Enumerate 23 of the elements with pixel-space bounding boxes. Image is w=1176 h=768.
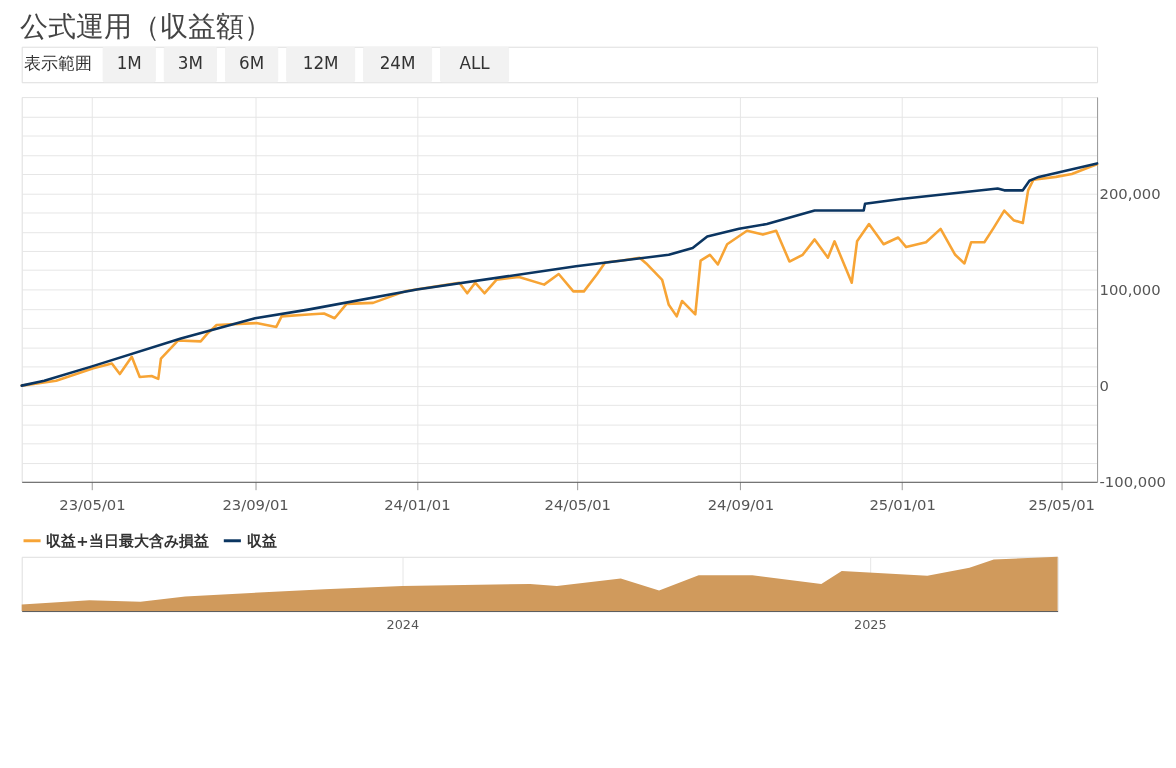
y-tick-label: 100,000 [1099,280,1161,298]
y-tick-label: 200,000 [1099,184,1161,202]
text: ALL [459,53,491,74]
text: 表示範囲 [24,53,93,74]
x-tick-label: 25/01/01 [869,495,936,513]
text: 6M [239,53,265,74]
text: 24M [379,53,416,74]
text: 1M [116,53,142,74]
x-tick-label: 2024 [386,617,420,633]
x-tick-label: 25/05/01 [1028,495,1095,513]
y-tick-label: -100,000 [1099,473,1167,491]
x-tick-label: 24/01/01 [384,495,451,513]
x-tick-label: 23/09/01 [222,495,289,513]
legend-label: 収益+当日最大含み損益 [46,531,209,549]
x-tick-label: 23/05/01 [59,495,126,513]
chart-title: 公式運用（収益額） [19,10,272,44]
y-tick-label: 0 [1099,377,1109,395]
x-tick-label: 24/09/01 [707,495,775,513]
text: 12M [302,53,339,74]
x-tick-label: 2025 [854,617,887,633]
text: 3M [177,53,203,74]
x-tick-label: 24/05/01 [544,495,611,513]
legend-label: 収益 [246,531,277,549]
